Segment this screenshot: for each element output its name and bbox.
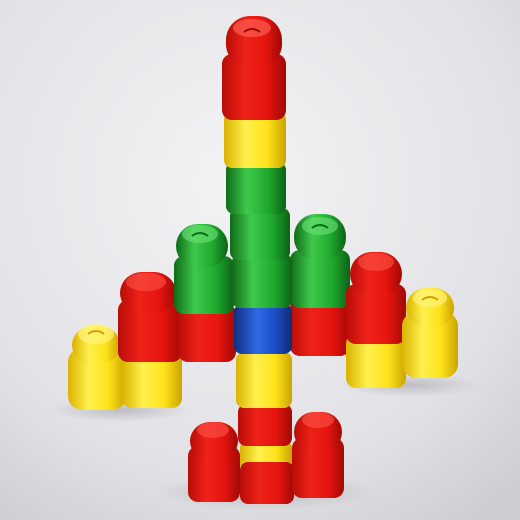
block-red-inner-right [290, 298, 350, 356]
block-green-inner-right [290, 214, 350, 308]
block-stem-blue [234, 304, 292, 354]
block-green-inner-left [174, 224, 234, 314]
block-stem-red-low [238, 404, 292, 446]
block-red-foot-left [188, 422, 240, 502]
block-red-inner-left [178, 304, 236, 362]
block-yellow-right-base [346, 334, 406, 388]
block-red-right [346, 252, 406, 344]
block-red-left [118, 272, 182, 362]
block-yellow-right-tip [402, 288, 458, 378]
block-column-green-mid [230, 208, 290, 260]
block-red-foot-center [240, 462, 294, 504]
block-red-foot-right [292, 412, 344, 498]
block-column-red-top [222, 16, 286, 120]
block-yellow-left-base [122, 350, 182, 408]
block-column-green-high [226, 162, 286, 214]
block-column-yellow [224, 112, 286, 168]
block-stem-yellow-mid [236, 352, 292, 408]
block-yellow-left-tip [68, 324, 126, 410]
block-column-green-low [232, 254, 292, 308]
